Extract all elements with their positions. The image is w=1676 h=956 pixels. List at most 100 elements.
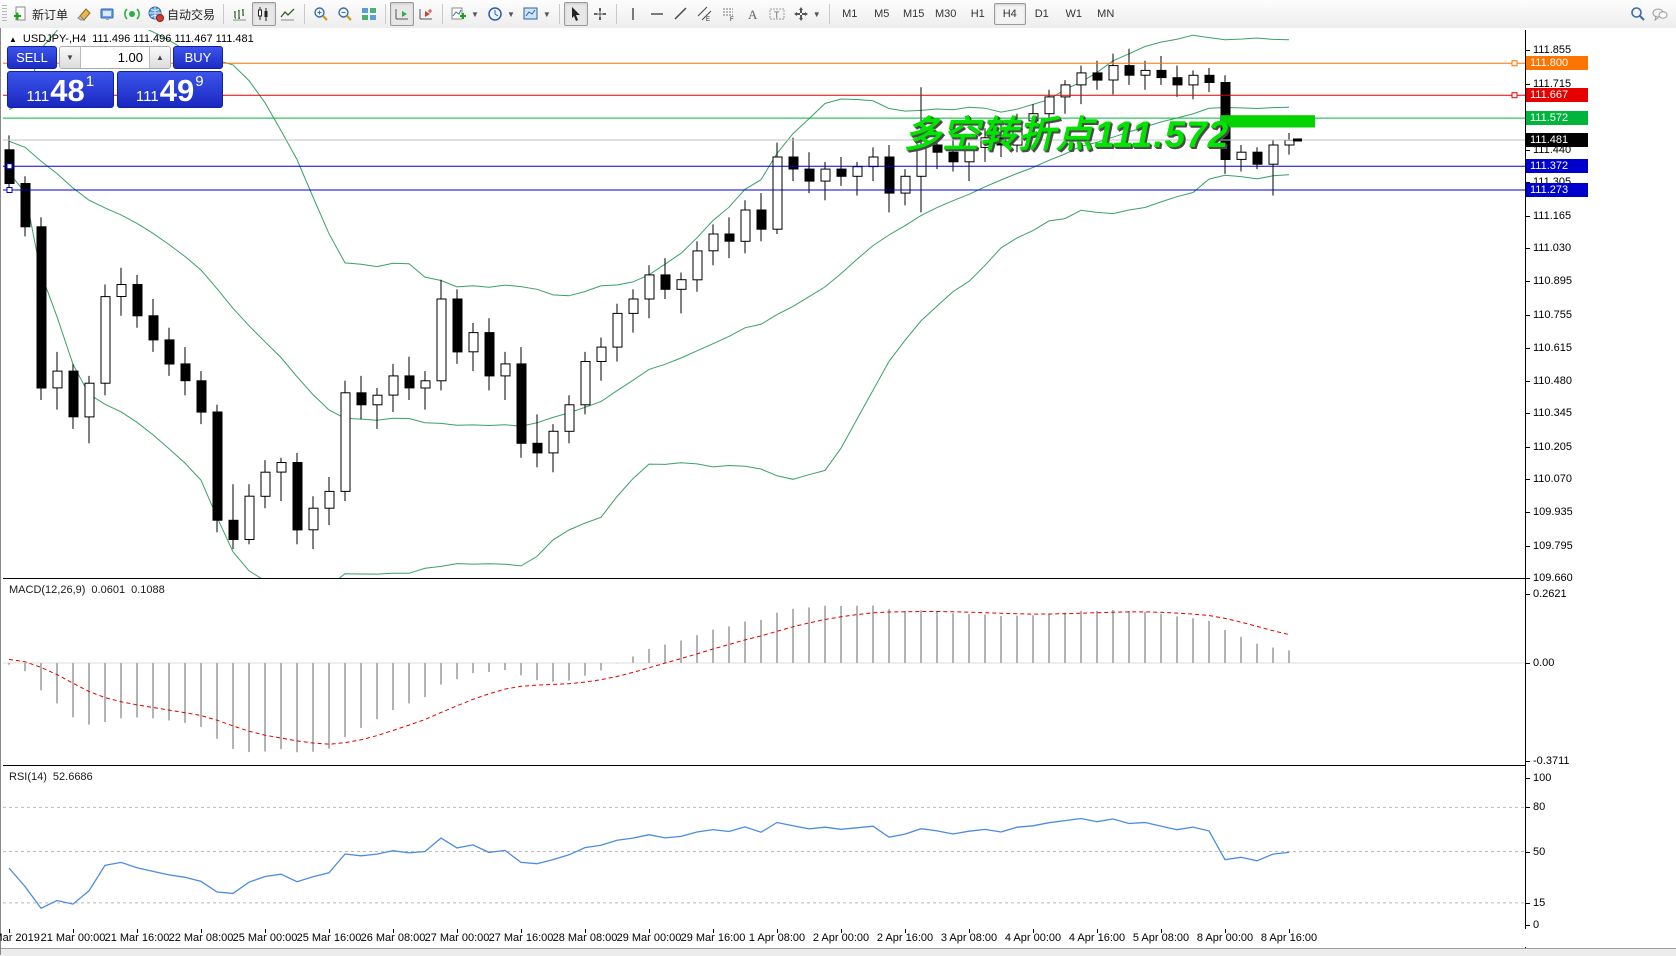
rsi-tick-label: 15	[1533, 896, 1546, 909]
time-tick-label: 4 Apr 00:00	[1004, 932, 1062, 944]
autotrade-button[interactable]: 自动交易	[144, 2, 219, 26]
macd-tick-label: 0.00	[1533, 657, 1555, 669]
timeframe-h4[interactable]: H4	[993, 3, 1026, 25]
price-tick-mark	[1525, 83, 1530, 85]
timeframe-m30[interactable]: M30	[935, 8, 957, 20]
volume-decrease-button[interactable]: ▼	[60, 47, 81, 68]
sell-price-display[interactable]: 111 48 1	[7, 71, 114, 108]
sell-button[interactable]: SELL	[7, 46, 57, 69]
new-order-button[interactable]: 新订单	[9, 2, 72, 26]
auto-scroll-button[interactable]	[390, 2, 415, 26]
line-chart-button[interactable]	[276, 2, 300, 26]
collapse-triangle-icon[interactable]: ▲	[9, 34, 17, 44]
arrows-dropdown-arrow[interactable]: ▼	[812, 9, 821, 19]
timeframe-w1[interactable]: W1	[1065, 8, 1082, 20]
time-tick-mark	[1225, 929, 1226, 933]
timeframe-m15[interactable]: M15	[903, 8, 925, 20]
periods-button[interactable]: ▼	[483, 2, 519, 26]
bar-chart-button[interactable]	[228, 2, 252, 26]
time-tick-mark	[329, 929, 330, 933]
new-order-icon	[13, 6, 29, 22]
periods-dropdown-arrow[interactable]: ▼	[506, 9, 515, 19]
price-tick-label: 110.480	[1533, 374, 1572, 387]
time-tick-label: 8 Apr 16:00	[1260, 932, 1318, 944]
chat-icon[interactable]	[1652, 6, 1668, 22]
time-axis[interactable]	[1, 929, 1676, 947]
volume-input[interactable]: 1.00	[81, 47, 149, 68]
templates-button[interactable]: ▼	[519, 2, 555, 26]
volume-increase-button[interactable]: ▲	[149, 47, 170, 68]
candlestick-chart-icon	[256, 6, 272, 22]
rsi-tick-mark	[1525, 807, 1530, 809]
macd-tick-mark	[1525, 593, 1530, 595]
macd-tick-label: 0.2621	[1533, 587, 1567, 600]
buy-price-display[interactable]: 111 49 9	[116, 71, 223, 108]
horizontal-line-button[interactable]	[645, 2, 669, 26]
time-tick-label: 25 Mar 16:00	[296, 932, 362, 944]
arrows-button[interactable]: ▼	[789, 2, 825, 26]
channel-button[interactable]: E	[693, 2, 717, 26]
eraser-button[interactable]	[72, 2, 96, 26]
rsi-value: 52.6686	[52, 771, 93, 783]
macd-panel-canvas[interactable]	[3, 581, 1525, 765]
main-chart-canvas[interactable]	[3, 30, 1525, 578]
trendline-button[interactable]	[669, 2, 693, 26]
chart-shift-icon	[418, 6, 434, 22]
signals-button[interactable]	[120, 2, 144, 26]
indicators-button[interactable]: ▼	[447, 2, 483, 26]
timeframe-d1[interactable]: D1	[1034, 8, 1049, 20]
chart-shift-button[interactable]	[414, 2, 438, 26]
crosshair-button[interactable]	[588, 2, 612, 26]
rsi-panel-canvas[interactable]	[3, 768, 1525, 929]
price-tick-label: 109.935	[1533, 505, 1573, 518]
rsi-tick-label: 100	[1533, 772, 1552, 784]
text-button[interactable]: A	[741, 2, 765, 26]
time-tick-label: 5 Apr 08:00	[1132, 932, 1190, 944]
price-tick-mark	[1525, 511, 1530, 513]
market-watch-icon	[100, 6, 116, 22]
buy-button[interactable]: BUY	[173, 46, 223, 69]
candlestick-chart-button[interactable]	[252, 2, 277, 26]
price-tick-mark	[1525, 545, 1530, 547]
indicators-dropdown-arrow[interactable]: ▼	[471, 9, 479, 19]
price-tick-mark	[1525, 380, 1530, 382]
cursor-button[interactable]	[563, 2, 588, 26]
channel-icon: E	[697, 6, 713, 23]
buy-price-main: 49	[159, 73, 195, 108]
time-tick-label: 21 Mar 00:00	[40, 932, 106, 944]
tile-windows-button[interactable]	[357, 2, 381, 26]
price-tick-label: 110.070	[1533, 473, 1572, 486]
chart-annotation-text[interactable]: 多空转折点111.572	[904, 114, 1230, 155]
timeframe-m1[interactable]: M1	[842, 8, 858, 20]
periods-clock-icon	[487, 6, 503, 22]
fibonacci-button[interactable]: F	[717, 2, 741, 26]
vertical-line-button[interactable]	[621, 2, 645, 26]
search-icon[interactable]	[1630, 6, 1646, 22]
market-watch-button[interactable]	[96, 2, 120, 26]
zoom-in-button[interactable]	[309, 2, 333, 26]
time-tick-mark	[9, 929, 10, 933]
time-tick-label: 29 Mar 00:00	[616, 932, 682, 944]
zoom-out-button[interactable]	[333, 2, 357, 26]
time-tick-label: 27 Mar 16:00	[488, 932, 554, 944]
toolbar-grip[interactable]	[2, 5, 7, 23]
trendline-icon	[673, 6, 689, 22]
time-tick-label: 22 Mar 08:00	[168, 932, 234, 944]
price-tick-label: 111.715	[1533, 77, 1572, 90]
price-scale-separator	[1525, 30, 1526, 948]
timeframe-mn[interactable]: MN	[1097, 8, 1115, 20]
vertical-line-icon	[625, 6, 641, 22]
timeframe-h1[interactable]: H1	[970, 8, 985, 20]
text-label-button[interactable]: T	[765, 2, 789, 26]
rsi-label: RSI(14) 52.6686	[9, 771, 93, 783]
price-tick-mark	[1525, 479, 1530, 481]
timeframe-m5[interactable]: M5	[874, 8, 890, 20]
price-tick-mark	[1525, 182, 1530, 184]
price-tick-label: 109.795	[1533, 539, 1573, 552]
svg-text:T: T	[774, 10, 780, 20]
templates-dropdown-arrow[interactable]: ▼	[542, 9, 551, 19]
price-tick-mark	[1525, 50, 1530, 51]
level-price-label: 111.273	[1526, 182, 1588, 197]
time-tick-mark	[1033, 929, 1034, 933]
price-tick-mark	[1525, 348, 1530, 350]
